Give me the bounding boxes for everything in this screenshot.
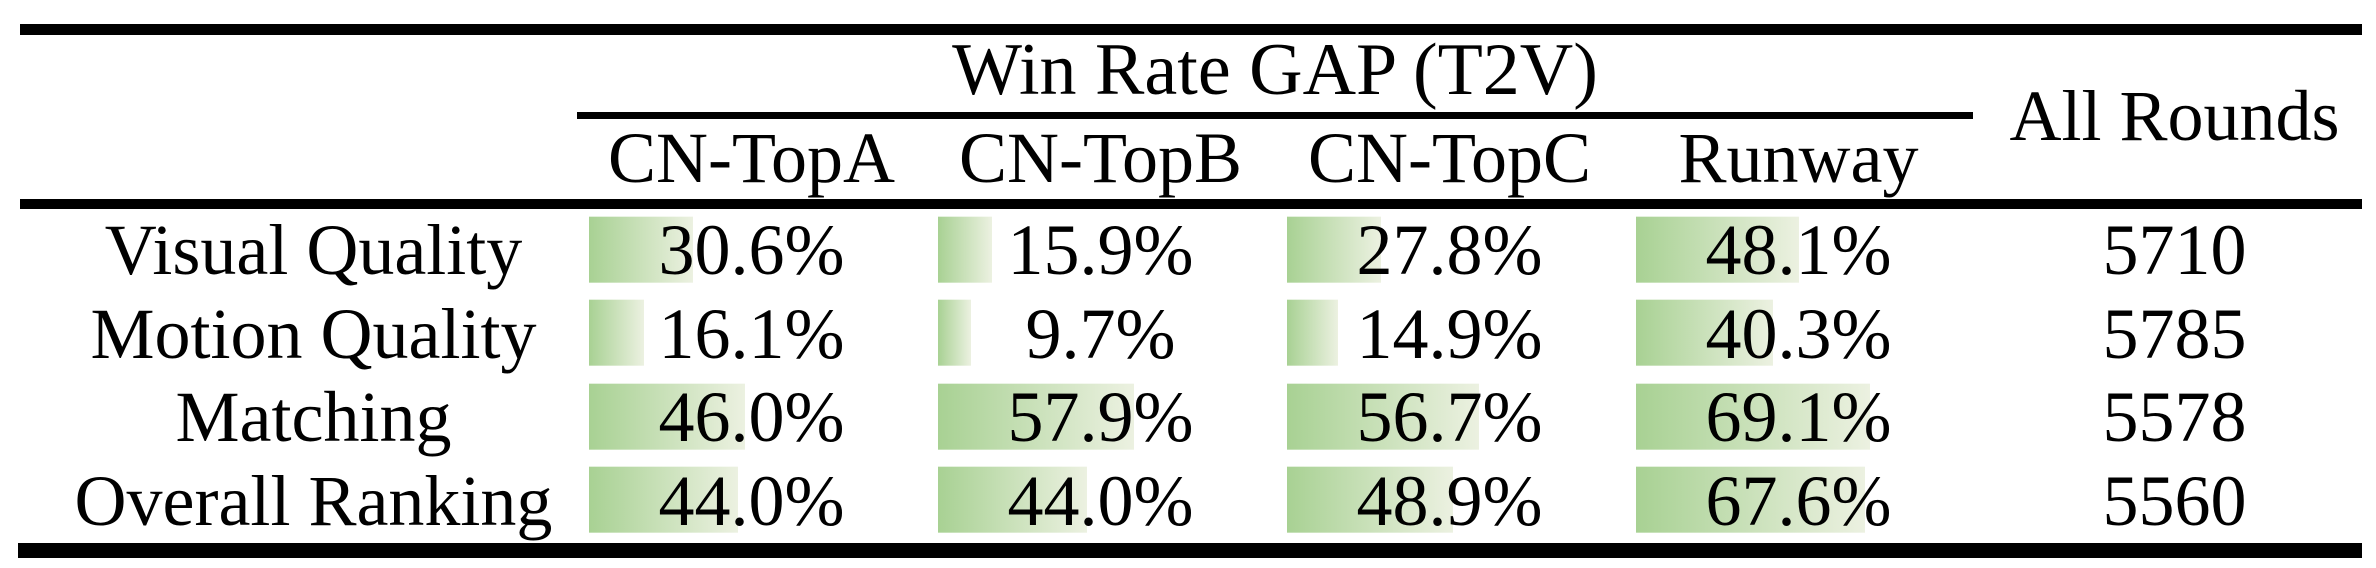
win-rate-bar — [1287, 466, 1453, 533]
group-header-title: Win Rate GAP (T2V) — [952, 28, 1598, 111]
value-cell: 16.1% — [577, 293, 926, 377]
win-rate-value: 69.1% — [1705, 377, 1892, 458]
win-rate-value: 46.0% — [658, 377, 845, 458]
row-label: Visual Quality — [104, 210, 523, 291]
win-rate-bar — [1636, 383, 1870, 450]
win-rate-value: 56.7% — [1356, 377, 1543, 458]
win-rate-bar — [1287, 383, 1479, 450]
win-rate-bar — [1287, 216, 1381, 283]
value-cell: 46.0% — [577, 376, 926, 460]
win-rate-bar — [1636, 216, 1799, 283]
win-rate-bar — [1636, 466, 1865, 533]
win-rate-value: 44.0% — [1007, 460, 1194, 541]
value-cell: 40.3% — [1624, 293, 1973, 377]
value-cell: 67.6% — [1624, 460, 1973, 544]
column-header-runway: Runway — [1678, 118, 1919, 198]
value-cell: 48.9% — [1275, 460, 1624, 544]
win-rate-value: 16.1% — [658, 293, 845, 374]
win-rate-bar — [589, 383, 745, 450]
all-rounds-header: All Rounds — [2009, 76, 2340, 156]
win-rate-bar — [1287, 299, 1338, 366]
value-cell: 44.0% — [926, 460, 1275, 544]
all-rounds-value: 5785 — [2102, 293, 2247, 374]
all-rounds-value: 5710 — [2102, 210, 2247, 291]
table-row: Overall Ranking 44.0% 44.0% 48.9% 67.6% 5560 — [0, 460, 2376, 544]
table-row: Matching 46.0% 57.9% 56.7% 69.1% 5578 — [0, 376, 2376, 460]
value-cell: 30.6% — [577, 209, 926, 293]
value-cell: 14.9% — [1275, 293, 1624, 377]
win-rate-bar — [589, 466, 738, 533]
win-rate-bar — [589, 216, 693, 283]
win-rate-value: 48.9% — [1356, 460, 1543, 541]
value-cell: 57.9% — [926, 376, 1275, 460]
row-label: Overall Ranking — [74, 460, 553, 541]
all-rounds-value: 5560 — [2102, 460, 2247, 541]
win-rate-value: 48.1% — [1705, 210, 1892, 291]
win-rate-bar — [938, 466, 1087, 533]
value-cell: 27.8% — [1275, 209, 1624, 293]
table-body: Visual Quality 30.6% 15.9% 27.8% 48.1% 5710 Mo… — [0, 209, 2376, 543]
win-rate-value: 9.7% — [1025, 293, 1176, 374]
column-header-cn-topb: CN-TopB — [959, 118, 1242, 198]
value-cell: 44.0% — [577, 460, 926, 544]
row-label: Matching — [175, 377, 452, 458]
win-rate-value: 15.9% — [1007, 210, 1194, 291]
column-header-cn-topa: CN-TopA — [608, 118, 895, 198]
value-cell: 56.7% — [1275, 376, 1624, 460]
value-cell: 15.9% — [926, 209, 1275, 293]
table-top-rule — [20, 24, 2362, 35]
group-header-rule — [577, 112, 1973, 119]
column-headers: CN-TopA CN-TopB CN-TopC Runway — [577, 117, 1973, 198]
table-bottom-rule — [18, 543, 2362, 558]
row-label: Motion Quality — [90, 293, 537, 374]
win-rate-value: 27.8% — [1356, 210, 1543, 291]
win-rate-value: 67.6% — [1705, 460, 1892, 541]
table-row: Motion Quality 16.1% 9.7% 14.9% 40.3% 5785 — [0, 293, 2376, 377]
table-row: Visual Quality 30.6% 15.9% 27.8% 48.1% 5710 — [0, 209, 2376, 293]
win-rate-bar — [589, 299, 644, 366]
win-rate-value: 44.0% — [658, 460, 845, 541]
win-rate-bar — [938, 216, 992, 283]
win-rate-value: 14.9% — [1356, 293, 1543, 374]
win-rate-value: 30.6% — [658, 210, 845, 291]
win-rate-bar — [938, 383, 1134, 450]
win-rate-bar — [938, 299, 971, 366]
column-header-cn-topc: CN-TopC — [1308, 118, 1591, 198]
win-rate-bar — [1636, 299, 1773, 366]
all-rounds-value: 5578 — [2102, 377, 2247, 458]
win-rate-value: 57.9% — [1007, 377, 1194, 458]
value-cell: 48.1% — [1624, 209, 1973, 293]
value-cell: 69.1% — [1624, 376, 1973, 460]
value-cell: 9.7% — [926, 293, 1275, 377]
win-rate-value: 40.3% — [1705, 293, 1892, 374]
header-body-rule — [20, 199, 2362, 209]
